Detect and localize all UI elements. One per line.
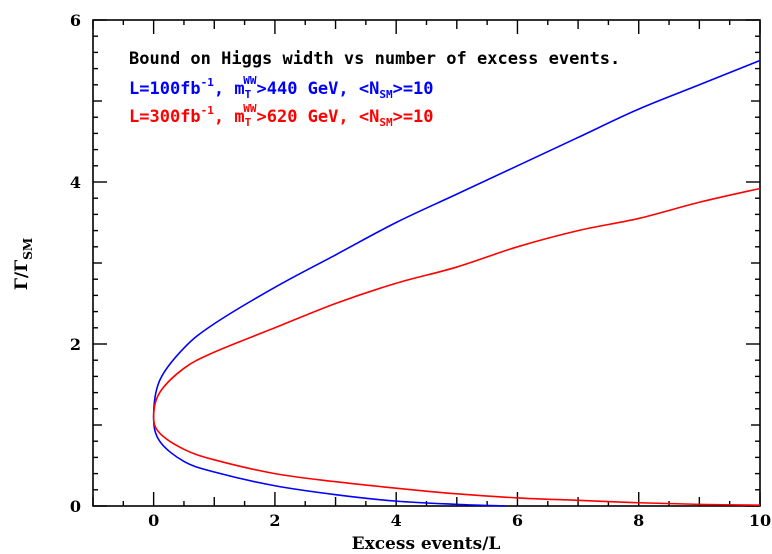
annotation-blue: L=100fb-1, mTWW>440 GeV, <NSM>=10 bbox=[129, 74, 434, 101]
annotation-red: L=300fb-1, mTWW>620 GeV, <NSM>=10 bbox=[129, 102, 434, 129]
series-line-2 bbox=[152, 187, 761, 506]
axis-ticks bbox=[92, 19, 761, 507]
y-axis-title: Γ/ΓSM bbox=[12, 238, 35, 290]
x-tick-label: 10 bbox=[749, 511, 771, 530]
y-tick-label: 0 bbox=[70, 497, 81, 516]
y-tick-label: 6 bbox=[70, 11, 81, 30]
y-tick-label: 4 bbox=[70, 173, 81, 192]
x-tick-label: 2 bbox=[269, 511, 280, 530]
x-tick-label: 6 bbox=[512, 511, 523, 530]
curves bbox=[152, 59, 761, 507]
series-line-1 bbox=[152, 59, 761, 507]
svg-text:Γ/ΓSM: Γ/ΓSM bbox=[12, 238, 35, 290]
tick-labels: 0 2 4 6 8 10 0 2 4 6 bbox=[70, 11, 771, 530]
x-axis-title: Excess events/L bbox=[352, 534, 501, 554]
x-tick-label: 8 bbox=[633, 511, 644, 530]
y-tick-label: 2 bbox=[70, 335, 81, 354]
x-tick-label: 0 bbox=[148, 511, 159, 530]
x-tick-label: 4 bbox=[391, 511, 402, 530]
annotation-title: Bound on Higgs width vs number of excess… bbox=[129, 49, 620, 69]
